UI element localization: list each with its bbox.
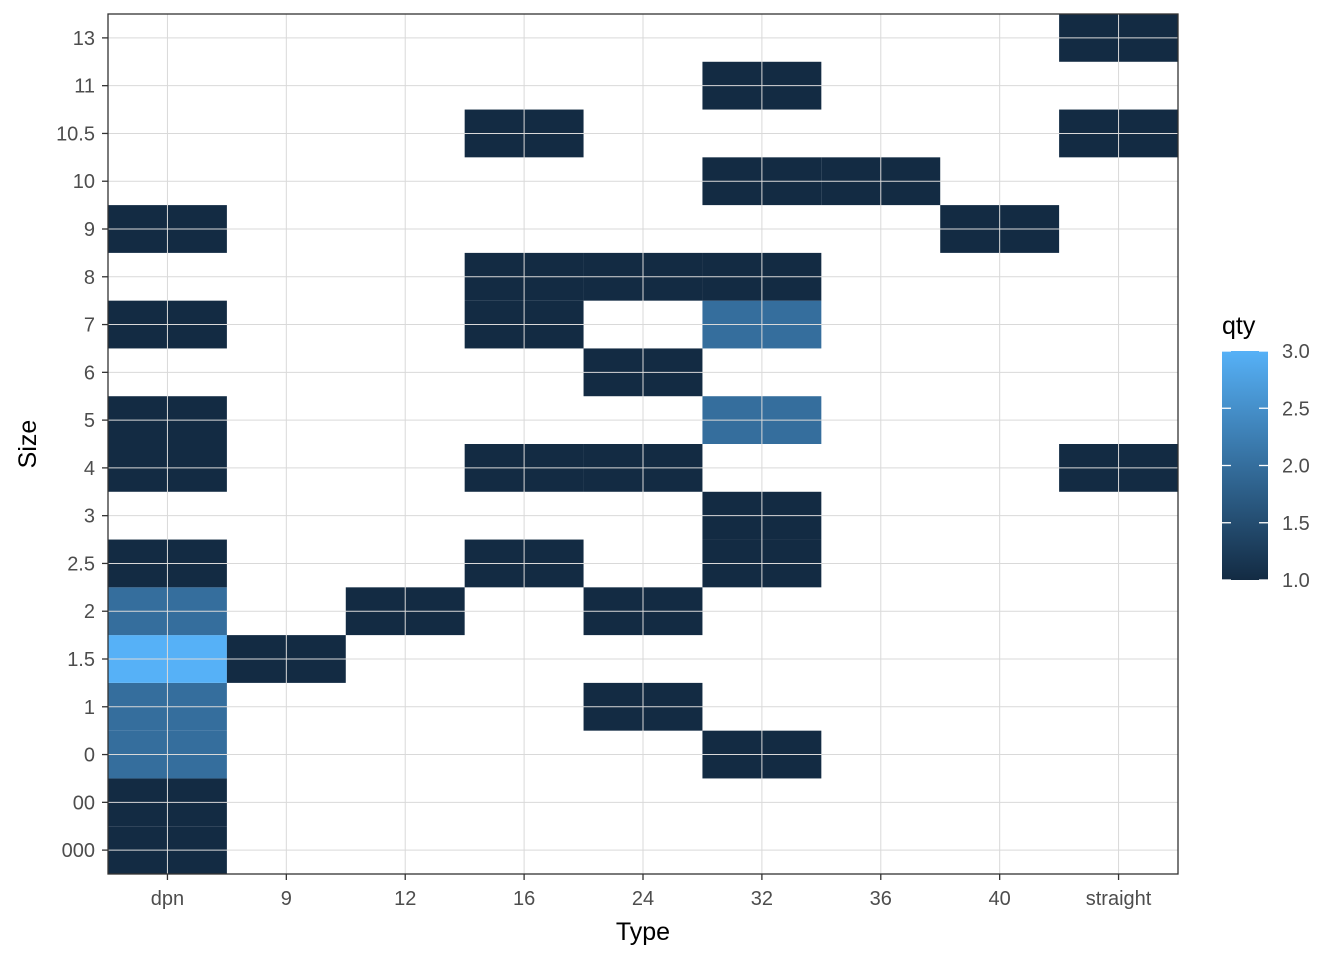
x-tick-label: 40 <box>989 888 1011 910</box>
y-tick-label: 7 <box>84 315 95 337</box>
y-tick-label: 1.5 <box>67 649 95 671</box>
grid-lines <box>108 14 1178 874</box>
x-axis-title: Type <box>616 918 670 946</box>
y-tick-label: 3 <box>84 506 95 528</box>
x-tick-label: 24 <box>632 888 654 910</box>
y-tick-label: 13 <box>73 28 95 50</box>
legend-tick-label: 2.0 <box>1282 456 1310 478</box>
y-tick-label: 8 <box>84 267 95 289</box>
y-tick-label: 1 <box>84 697 95 719</box>
y-tick-label: 9 <box>84 219 95 241</box>
y-tick-label: 5 <box>84 410 95 432</box>
legend-tick-label: 1.0 <box>1282 570 1310 592</box>
y-tick-label: 2 <box>84 601 95 623</box>
x-tick-label: 36 <box>870 888 892 910</box>
x-tick-label: dpn <box>151 888 184 910</box>
legend-tick-label: 2.5 <box>1282 398 1310 420</box>
y-tick-label: 4 <box>84 458 95 480</box>
y-tick-label: 10 <box>73 171 95 193</box>
legend-tick-label: 1.5 <box>1282 513 1310 535</box>
legend-title: qty <box>1222 312 1256 340</box>
y-tick-label: 00 <box>73 792 95 814</box>
legend-tick-label: 3.0 <box>1282 341 1310 363</box>
x-tick-label: straight <box>1086 888 1152 910</box>
legend-ticks: 1.0 1.5 2.0 2.5 3.0 <box>1222 341 1310 592</box>
y-tick-label: 10.5 <box>56 123 95 145</box>
y-tick-label: 0 <box>84 745 95 767</box>
x-tick-label: 32 <box>751 888 773 910</box>
legend: qty 1.0 1.5 2.0 2.5 3.0 <box>1222 312 1310 592</box>
y-tick-label: 000 <box>62 840 95 862</box>
y-axis-title: Size <box>14 420 42 469</box>
y-tick-label: 2.5 <box>67 553 95 575</box>
y-tick-label: 11 <box>74 76 95 98</box>
y-tick-label: 6 <box>84 362 95 384</box>
x-axis: dpn 9 12 16 24 32 36 40 straight <box>151 874 1152 910</box>
x-tick-label: 16 <box>513 888 535 910</box>
x-tick-label: 12 <box>394 888 416 910</box>
x-tick-label: 9 <box>281 888 292 910</box>
